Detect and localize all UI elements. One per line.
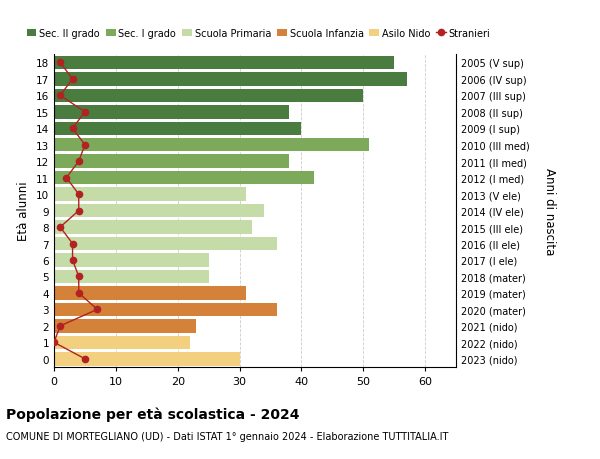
Bar (54, 172, 314, 185)
Y-axis label: Anni di nascita: Anni di nascita (544, 168, 557, 255)
Bar (54, 352, 239, 366)
Bar (54, 336, 190, 349)
Bar (54, 237, 277, 251)
Bar (54, 56, 394, 70)
Bar (54, 204, 264, 218)
Bar (54, 303, 277, 316)
Bar (54, 139, 370, 152)
Bar (54, 286, 246, 300)
Bar (54, 270, 209, 284)
Bar (54, 155, 289, 168)
Text: Popolazione per età scolastica - 2024: Popolazione per età scolastica - 2024 (6, 406, 299, 421)
Y-axis label: Età alunni: Età alunni (17, 181, 31, 241)
Bar (54, 221, 252, 234)
Bar (54, 254, 209, 267)
Legend: Sec. II grado, Sec. I grado, Scuola Primaria, Scuola Infanzia, Asilo Nido, Stran: Sec. II grado, Sec. I grado, Scuola Prim… (27, 29, 491, 39)
Bar (54, 106, 289, 119)
Bar (54, 319, 196, 333)
Bar (54, 188, 246, 202)
Text: COMUNE DI MORTEGLIANO (UD) - Dati ISTAT 1° gennaio 2024 - Elaborazione TUTTITALI: COMUNE DI MORTEGLIANO (UD) - Dati ISTAT … (6, 431, 448, 442)
Bar (54, 90, 363, 103)
Bar (54, 73, 407, 86)
Bar (54, 122, 301, 136)
